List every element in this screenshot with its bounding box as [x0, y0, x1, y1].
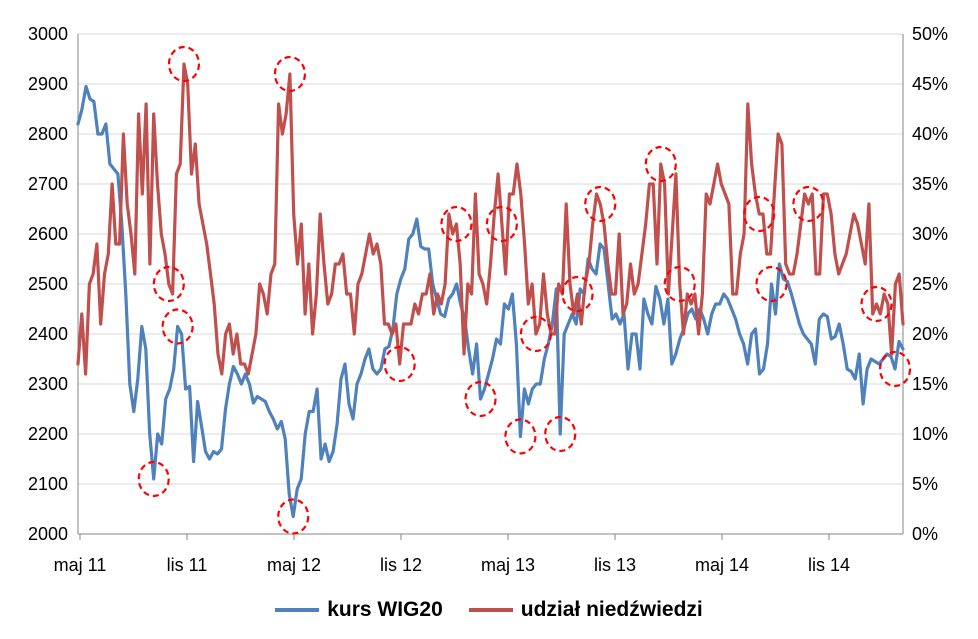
y-right-tick-label: 45% [912, 74, 948, 94]
x-tick-label: lis 13 [594, 555, 636, 575]
y-left-tick-label: 2700 [28, 174, 68, 194]
y-right-tick-label: 5% [912, 474, 938, 494]
y-right-tick-label: 10% [912, 424, 948, 444]
highlight-circles [137, 45, 912, 535]
y-right-tick-label: 30% [912, 224, 948, 244]
x-tick-label: maj 14 [695, 555, 749, 575]
legend-item-bear: udział niedźwiedzi [468, 598, 703, 622]
highlight-circle [383, 345, 416, 383]
legend-label-bear: udział niedźwiedzi [520, 598, 703, 621]
y-right-tick-label: 20% [912, 324, 948, 344]
series-line-bear [76, 62, 905, 376]
highlight-circle [663, 265, 696, 303]
x-tick-label: maj 11 [54, 555, 107, 575]
highlight-circle [167, 45, 201, 83]
highlight-circle [878, 350, 912, 388]
x-tick-label: maj 12 [267, 555, 321, 575]
y-left-tick-label: 2900 [28, 74, 68, 94]
x-tick-label: lis 12 [380, 555, 422, 575]
highlight-circle [485, 205, 518, 243]
y-right-tick-label: 25% [912, 274, 948, 294]
y-right-tick-label: 0% [912, 524, 938, 544]
y-left-tick-label: 2600 [28, 224, 68, 244]
highlight-circle [792, 185, 825, 223]
y-left-tick-label: 2300 [28, 374, 68, 394]
highlight-circle [504, 418, 537, 455]
highlight-circle [743, 195, 776, 233]
y-left-tick-label: 3000 [28, 24, 68, 44]
y-left-tick-label: 2000 [28, 524, 68, 544]
grid-lines [78, 33, 903, 535]
highlight-circle [561, 275, 594, 313]
x-tick-label: maj 13 [481, 555, 535, 575]
highlight-circle [544, 415, 577, 453]
highlight-circle [464, 380, 497, 418]
legend: kurs WIG20 udział niedźwiedzi [0, 598, 978, 622]
y-left-tick-label: 2400 [28, 324, 68, 344]
y-right-tick-label: 35% [912, 174, 948, 194]
x-tick-label: lis 14 [808, 555, 850, 575]
axes [77, 34, 904, 535]
y-axis-left-ticks: 2000 2100 2200 2300 2400 2500 2600 2700 2800 2900… [28, 24, 68, 544]
y-axis-right-ticks: 0% 5% 10% 15% 20% 25% 30% 35% 40% 45% 50% [912, 24, 948, 544]
highlight-circle [273, 55, 307, 93]
y-left-tick-label: 2200 [28, 424, 68, 444]
series-line-wig [76, 84, 905, 519]
legend-swatch-bear [468, 608, 513, 612]
y-right-tick-label: 50% [912, 24, 948, 44]
y-left-tick-label: 2800 [28, 124, 68, 144]
highlight-circle [860, 285, 893, 323]
highlight-circle [152, 265, 185, 303]
x-axis-ticks: maj 11 lis 11 maj 12 lis 12 maj 13 lis 13 maj … [54, 534, 850, 575]
highlight-circle [755, 265, 788, 303]
highlight-circle [137, 460, 170, 498]
y-left-tick-label: 2100 [28, 474, 68, 494]
series-lines [76, 62, 905, 519]
legend-swatch-wig [275, 608, 320, 612]
highlight-circle [277, 498, 310, 535]
highlight-circle [519, 315, 553, 353]
highlight-circle [440, 205, 473, 243]
highlight-circle [644, 145, 677, 183]
highlight-circle [161, 308, 194, 345]
legend-item-wig: kurs WIG20 [275, 598, 443, 622]
y-right-tick-label: 40% [912, 124, 948, 144]
y-left-tick-label: 2500 [28, 274, 68, 294]
y-right-tick-label: 15% [912, 374, 948, 394]
highlight-circle [584, 185, 617, 223]
chart: 2000 2100 2200 2300 2400 2500 2600 2700 2800 2900… [28, 24, 948, 575]
x-tick-label: lis 11 [167, 555, 208, 575]
legend-label-wig: kurs WIG20 [327, 598, 443, 621]
